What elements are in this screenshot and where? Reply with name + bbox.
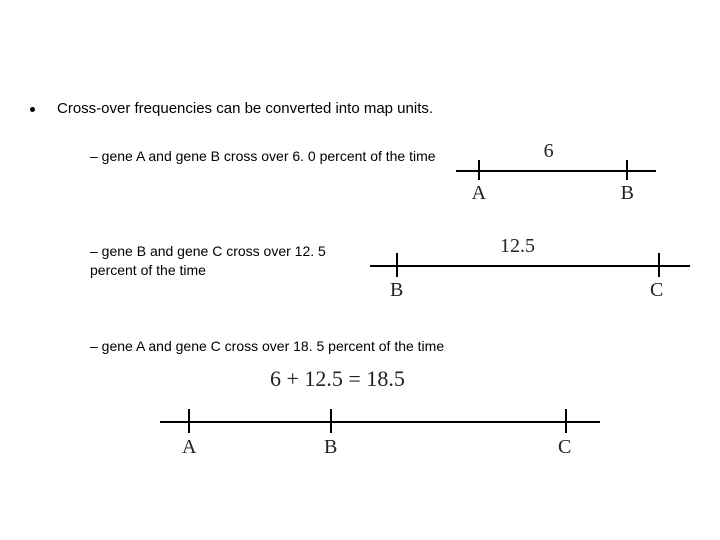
line-bc (370, 265, 690, 267)
tick-b-3 (330, 409, 332, 433)
diagram-ab: 6 A B (456, 142, 656, 202)
label-c-2: C (650, 279, 663, 302)
point-ab: – gene A and gene B cross over 6. 0 perc… (90, 147, 436, 166)
diagram-abc: 6 + 12.5 = 18.5 A B C (160, 366, 600, 466)
value-bc: 12.5 (500, 235, 535, 258)
page-heading: Cross-over frequencies can be converted … (57, 100, 433, 117)
tick-a-3 (188, 409, 190, 433)
point-bc: – gene B and gene C cross over 12. 5 per… (90, 242, 355, 280)
tick-c-2 (658, 253, 660, 277)
label-c-3: C (558, 436, 571, 459)
tick-b-2 (396, 253, 398, 277)
row-ab: – gene A and gene B cross over 6. 0 perc… (30, 147, 690, 202)
tick-b (626, 160, 628, 180)
bullet-heading-row: Cross-over frequencies can be converted … (30, 100, 690, 117)
point-ac: – gene A and gene C cross over 18. 5 per… (90, 337, 690, 356)
tick-a (478, 160, 480, 180)
equation-abc: 6 + 12.5 = 18.5 (270, 366, 405, 392)
bullet-dot (30, 107, 35, 112)
diagram-bc: 12.5 B C (370, 237, 690, 307)
label-b-1: B (621, 182, 634, 205)
value-ab: 6 (544, 140, 554, 163)
row-bc: – gene B and gene C cross over 12. 5 per… (30, 242, 690, 307)
label-b-2: B (390, 279, 403, 302)
tick-c-3 (565, 409, 567, 433)
label-b-3: B (324, 436, 337, 459)
label-a-3: A (182, 436, 196, 459)
line-abc (160, 421, 600, 423)
label-a-1: A (472, 182, 486, 205)
